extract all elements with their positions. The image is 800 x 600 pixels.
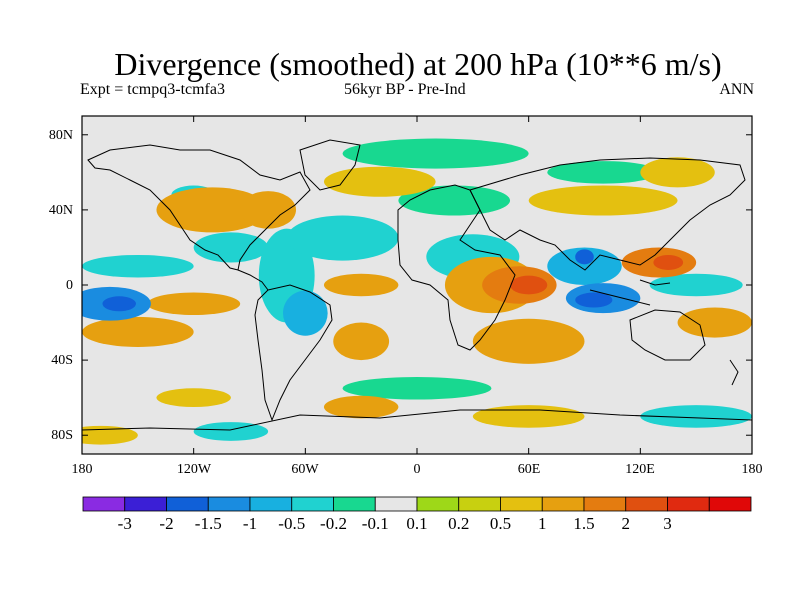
field-anomaly-3 bbox=[342, 377, 492, 400]
field-anomaly-18 bbox=[193, 422, 269, 441]
colorbar-swatch bbox=[333, 496, 376, 512]
colorbar-swatch bbox=[291, 496, 334, 512]
field-anomaly-35 bbox=[102, 296, 136, 312]
colorbar-label: -1.5 bbox=[194, 514, 222, 533]
lon-label-120e: 120E bbox=[625, 462, 655, 477]
colorbar-label: 3 bbox=[663, 514, 672, 533]
field-anomaly-25 bbox=[333, 322, 390, 361]
field-anomaly-2 bbox=[547, 161, 659, 184]
field-anomaly-27 bbox=[472, 318, 585, 364]
colorbar-swatch bbox=[124, 496, 167, 512]
experiment-label: Expt = tcmpq3-tcmfa3 bbox=[80, 81, 225, 98]
colorbar-swatch bbox=[625, 496, 668, 512]
colorbar-label: 0.1 bbox=[406, 514, 428, 533]
map-plot-area bbox=[81, 115, 753, 455]
field-anomaly-11 bbox=[649, 273, 743, 297]
lat-label-80s: 80S bbox=[51, 428, 73, 443]
lon-label-180w: 180 bbox=[71, 462, 93, 477]
field-anomaly-39 bbox=[653, 254, 684, 270]
field-anomaly-9 bbox=[323, 166, 436, 197]
season-label: ANN bbox=[719, 81, 754, 98]
field-anomaly-20 bbox=[147, 292, 241, 316]
field-anomaly-14 bbox=[156, 388, 231, 408]
colorbar-label: -1 bbox=[242, 514, 258, 533]
colorbar-label: -0.5 bbox=[278, 514, 306, 533]
lon-label-180e: 180 bbox=[741, 462, 763, 477]
page-title: Divergence (smoothed) at 200 hPa (10**6 … bbox=[114, 46, 722, 82]
field-anomaly-21 bbox=[156, 187, 269, 233]
lat-label-40s: 40S bbox=[51, 353, 73, 368]
lon-label-0: 0 bbox=[413, 462, 421, 477]
field-anomaly-16 bbox=[640, 405, 752, 428]
colorbar-label: -2 bbox=[159, 514, 174, 533]
colorbar-swatch bbox=[374, 496, 418, 512]
colorbar-swatch bbox=[458, 496, 501, 512]
lat-label-0: 0 bbox=[66, 278, 73, 293]
colorbar-label: -3 bbox=[117, 514, 132, 533]
colorbar-swatch bbox=[708, 496, 752, 512]
field-anomaly-23 bbox=[240, 191, 297, 229]
field-anomaly-0 bbox=[342, 138, 529, 169]
divergence-field bbox=[82, 138, 752, 445]
colorbar-swatch bbox=[541, 496, 585, 512]
colorbar-label: 0.5 bbox=[489, 514, 512, 533]
field-anomaly-19 bbox=[82, 316, 194, 347]
field-anomaly-22 bbox=[283, 290, 328, 336]
field-anomaly-28 bbox=[547, 247, 622, 285]
field-anomaly-12 bbox=[528, 185, 678, 216]
field-anomaly-6 bbox=[193, 232, 269, 263]
lon-label-60e: 60E bbox=[517, 462, 541, 477]
field-anomaly-4 bbox=[82, 254, 194, 278]
colorbar-swatch bbox=[583, 496, 627, 512]
colorbar-label: 2 bbox=[621, 514, 631, 533]
colorbar-swatch bbox=[249, 496, 293, 512]
field-anomaly-8 bbox=[286, 215, 399, 261]
colorbar-swatch bbox=[500, 496, 543, 512]
colorbar-label: 0.2 bbox=[448, 514, 470, 533]
field-anomaly-36 bbox=[510, 275, 548, 295]
field-anomaly-13 bbox=[640, 157, 715, 188]
axis-ticks bbox=[81, 116, 753, 454]
lat-label-80n: 80N bbox=[48, 128, 73, 143]
colorbar-label: -0.1 bbox=[361, 514, 389, 533]
period-label: 56kyr BP - Pre-Ind bbox=[344, 81, 466, 98]
lon-label-60w: 60W bbox=[291, 462, 319, 477]
colorbar-swatch bbox=[416, 496, 460, 512]
field-anomaly-24 bbox=[323, 273, 399, 297]
colorbar-swatch bbox=[82, 496, 126, 512]
colorbar-label: 1.5 bbox=[573, 514, 595, 533]
colorbar bbox=[82, 496, 752, 512]
colorbar-swatch bbox=[166, 496, 209, 512]
field-anomaly-29 bbox=[677, 307, 752, 338]
field-anomaly-15 bbox=[472, 405, 585, 428]
field-anomaly-1 bbox=[398, 185, 511, 216]
colorbar-label: -0.2 bbox=[320, 514, 347, 533]
colorbar-label: 1 bbox=[538, 514, 547, 533]
field-anomaly-30 bbox=[323, 395, 399, 419]
field-anomaly-17 bbox=[82, 425, 138, 445]
field-anomaly-37 bbox=[575, 292, 613, 308]
field-anomaly-38 bbox=[575, 249, 594, 265]
lon-label-120w: 120W bbox=[176, 462, 212, 477]
colorbar-swatch bbox=[667, 496, 710, 512]
colorbar-swatch bbox=[207, 496, 251, 512]
coastlines bbox=[82, 139, 752, 431]
lat-label-40n: 40N bbox=[48, 203, 73, 218]
